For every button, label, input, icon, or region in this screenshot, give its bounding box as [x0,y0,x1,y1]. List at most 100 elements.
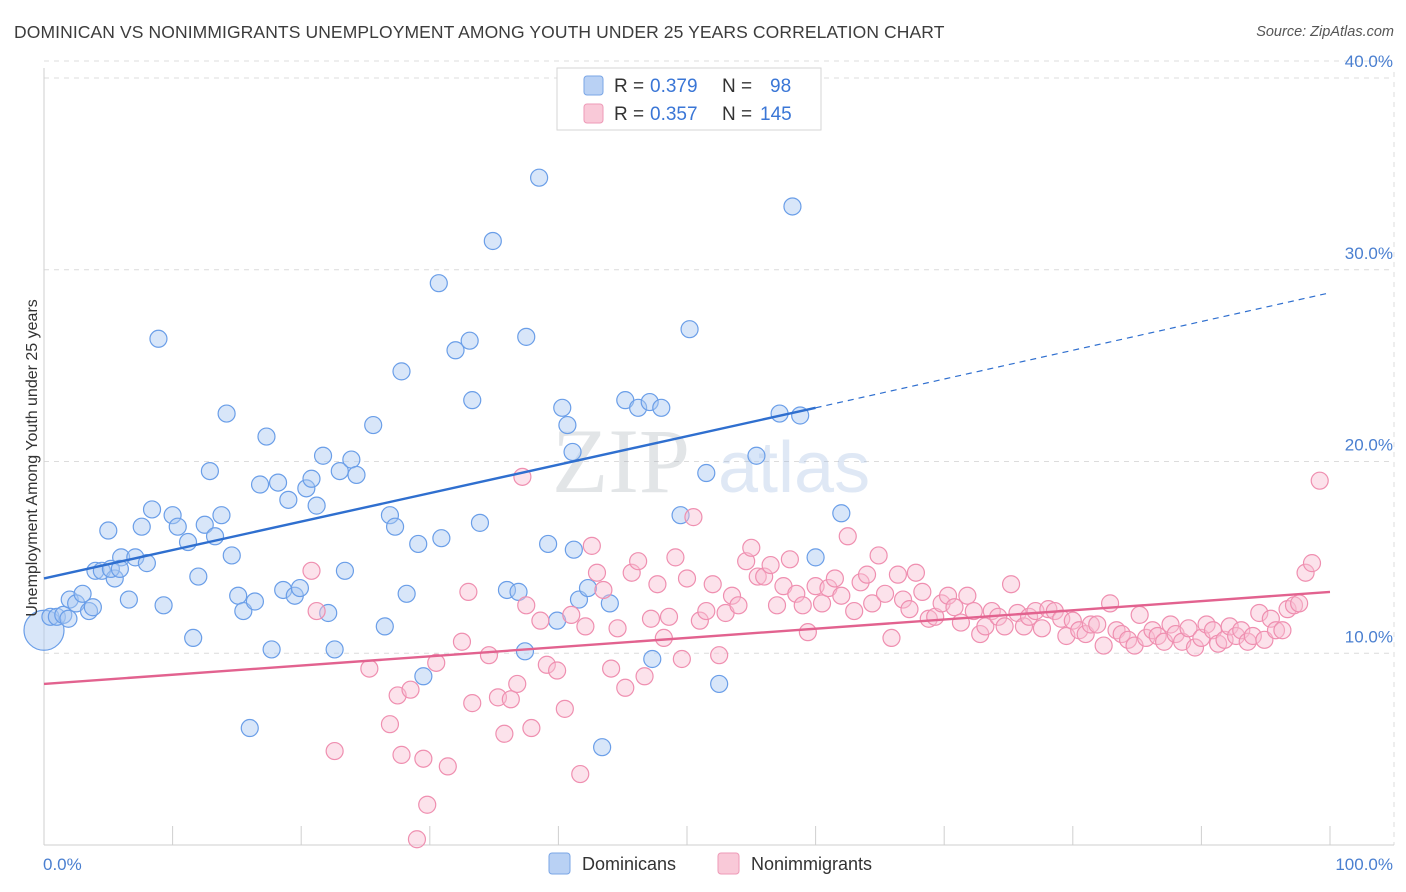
nonimmigrants-point [307,601,326,621]
dominicans-point [697,463,716,483]
nonimmigrants-point [697,601,716,621]
dominicans-point [184,628,203,648]
legend-r-label-nonimmigrants: R = [614,104,644,125]
dominicans-point [643,649,662,669]
dominicans-point [23,609,65,651]
dominicans-point [279,490,298,509]
nonimmigrants-point [459,582,478,601]
nonimmigrants-point [463,694,482,713]
nonimmigrants-point [608,619,627,638]
nonimmigrants-point [325,741,344,761]
legend-r-value-dominicans: 0.379 [650,76,698,97]
dominicans-point [297,479,316,498]
nonimmigrants-trend-line [43,590,1331,686]
nonimmigrants-point [832,586,851,605]
nonimmigrants-point [1296,563,1315,582]
trend-lines [43,292,1331,686]
dominicans-point [364,415,383,435]
dominicans-point [189,567,208,586]
nonimmigrants-point [501,690,520,709]
nonimmigrants-point [742,538,761,557]
dominicans-point [652,398,671,417]
dominicans-point [385,517,405,536]
nonimmigrants-point [1290,594,1309,613]
grid-lines [44,60,1395,845]
dominicans-point [200,461,219,481]
dominicans-point [460,331,479,350]
dominicans-point [59,609,78,628]
dominicans-point [463,391,482,410]
legend-bottom: Dominicans Nonimmigrants [548,852,872,875]
dominicans-point [429,274,448,293]
nonimmigrants-point [1310,471,1329,490]
dominicans-point [250,475,270,494]
chart-title: DOMINICAN VS NONIMMIGRANTS UNEMPLOYMENT … [14,22,945,42]
nonimmigrants-point [659,607,679,626]
nonimmigrants-point [812,594,832,613]
nonimmigrants-point [690,611,709,630]
axes [43,68,1394,846]
nonimmigrants-point [1081,615,1100,634]
y-tick-label: 30.0% [1345,244,1393,263]
nonimmigrants-point [838,527,857,546]
nonimmigrants-point [438,757,457,776]
legend-swatch-nonimmigrants [583,103,604,124]
nonimmigrants-point [677,569,697,588]
nonimmigrants-point [1302,554,1322,573]
dominicans-point [747,446,766,465]
nonimmigrants-point [1014,617,1034,636]
nonimmigrants-point [875,584,895,603]
dominicans-point [325,640,344,659]
dominicans-point [375,617,394,636]
nonimmigrants-point [555,699,574,718]
dominicans-point [335,561,355,580]
dominicans-point [83,598,102,617]
nonimmigrants-point [1215,630,1234,649]
dominicans-point [154,596,173,615]
nonimmigrants-point [571,764,590,784]
nonimmigrants-point [995,617,1014,636]
dominicans-point [302,469,321,488]
nonimmigrants-point [1063,611,1082,630]
nonimmigrants-point [710,646,729,665]
nonimmigrants-point [427,653,446,672]
legend-bottom-dominicans: Dominicans [582,854,676,874]
nonimmigrants-point [913,582,932,601]
dominicans-point [563,442,582,462]
nonimmigrants-point [1250,603,1269,623]
nonimmigrants-point [857,565,877,584]
legend-swatch-dominicans [583,75,604,96]
nonimmigrants-point [1220,617,1239,636]
dominicans-point [195,515,214,534]
legend-n-label-nonimmigrants: N = [722,104,752,125]
dominicans-point [290,578,310,598]
nonimmigrants-point [1001,575,1021,594]
nonimmigrants-point [882,628,901,648]
nonimmigrants-point [1179,619,1198,638]
nonimmigrants-point [722,586,742,605]
dominicans-point [119,590,138,609]
nonimmigrants-point [587,563,607,582]
dominicans-point [397,584,416,603]
nonimmigrants-point [888,565,908,584]
dominicans-point [629,398,648,417]
dominicans-point [783,197,802,216]
nonimmigrants-point [635,667,654,686]
nonimmigrants-point [755,567,774,586]
nonimmigrants-point [452,632,472,651]
dominicans-point [497,580,517,600]
dominicans-point [710,674,729,694]
dominicans-point [409,534,428,554]
nonimmigrants-point [919,609,938,628]
dominicans-point [110,559,129,578]
dominicans-point [142,500,162,519]
nonimmigrants-point [1100,594,1120,613]
nonimmigrants-point [594,580,613,600]
dominicans-point [806,548,825,567]
nonimmigrants-point [302,561,321,580]
nonimmigrants-point [517,596,536,615]
nonimmigrants-point [793,596,812,615]
legend-bottom-swatch-dominicans [548,852,571,875]
legend-n-label-dominicans: N = [722,76,752,97]
dominicans-point [163,506,182,525]
